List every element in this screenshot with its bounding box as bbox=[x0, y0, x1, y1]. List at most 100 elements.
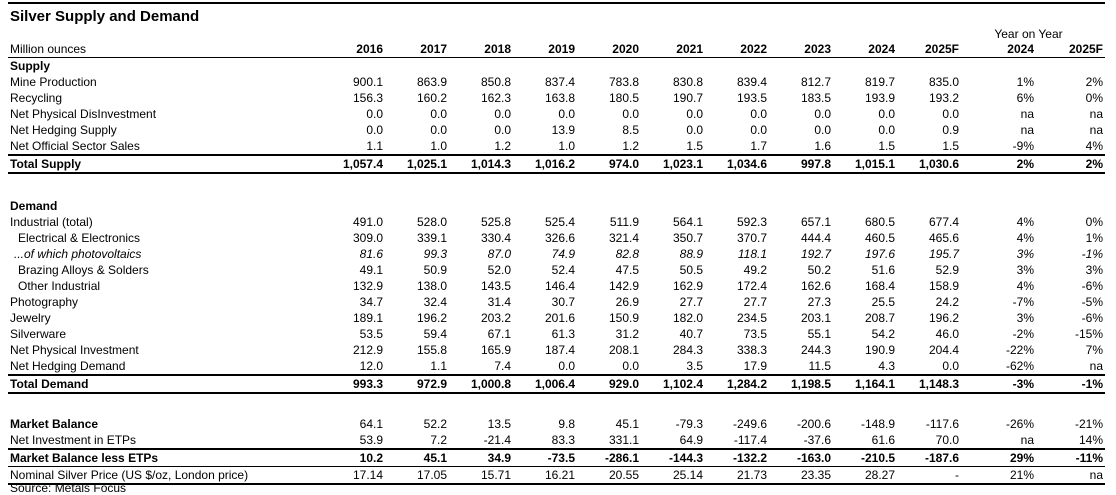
yoy-value-cell: 2% bbox=[1085, 75, 1104, 89]
value-cell: 195.7 bbox=[928, 247, 959, 261]
value-cell: 17.9 bbox=[743, 359, 767, 373]
value-cell: 326.6 bbox=[544, 231, 575, 245]
value-cell: 142.9 bbox=[608, 279, 639, 293]
value-cell: 53.9 bbox=[359, 433, 383, 447]
value-cell: 67.1 bbox=[487, 327, 511, 341]
value-cell: -148.9 bbox=[860, 417, 895, 431]
row-label: Market Balance less ETPs bbox=[8, 448, 322, 467]
value-cell: 0.0 bbox=[878, 107, 895, 121]
value-cell: 168.4 bbox=[864, 279, 895, 293]
table-row: Market Balance 64.1 52.2 13.5 9.8 45.1 -79.3 -2… bbox=[8, 416, 1105, 432]
year-column-header: 2023 bbox=[770, 42, 834, 58]
value-cell: 82.8 bbox=[615, 247, 639, 261]
value-cell: 51.6 bbox=[871, 263, 895, 277]
yoy-value-cell: -11% bbox=[1036, 448, 1106, 467]
yoy-value-cell: -1% bbox=[1036, 374, 1106, 394]
value-cell: 138.0 bbox=[416, 279, 447, 293]
value-cell: 1,030.6 bbox=[898, 154, 962, 174]
value-cell: 25.5 bbox=[871, 295, 895, 309]
value-cell: 863.9 bbox=[416, 75, 447, 89]
value-cell: 592.3 bbox=[736, 215, 767, 229]
row-label: Net Hedging Supply bbox=[10, 123, 117, 137]
value-cell: 0.0 bbox=[366, 123, 383, 137]
value-cell: 30.7 bbox=[551, 295, 575, 309]
value-cell: 331.1 bbox=[608, 433, 639, 447]
yoy-value-cell: -2% bbox=[1012, 327, 1034, 341]
value-cell: 657.1 bbox=[800, 215, 831, 229]
value-cell: 234.5 bbox=[736, 311, 767, 325]
value-cell: 13.9 bbox=[551, 123, 575, 137]
value-cell: 1.5 bbox=[942, 139, 959, 153]
yoy-value-cell: 0% bbox=[1085, 91, 1104, 105]
value-cell: 64.1 bbox=[359, 417, 383, 431]
value-cell: 203.2 bbox=[480, 311, 511, 325]
year-column-header: 2021 bbox=[642, 42, 706, 58]
value-cell: 146.4 bbox=[544, 279, 575, 293]
year-on-year-label: Year on Year bbox=[994, 27, 1063, 41]
yoy-value-cell: 29% bbox=[962, 448, 1036, 467]
top-rule bbox=[8, 2, 1105, 4]
value-cell: 525.8 bbox=[480, 215, 511, 229]
value-cell: 564.1 bbox=[672, 215, 703, 229]
table-row: Total Demand 993.3 972.9 1,000.8 1,006.4 929.… bbox=[8, 374, 1106, 394]
table-row: Net Physical DisInvestment 0.0 0.0 0.0 0.0 0.… bbox=[8, 106, 1105, 122]
value-cell: 50.9 bbox=[423, 263, 447, 277]
yoy-value-cell: -3% bbox=[962, 374, 1036, 394]
unit-label: Million ounces bbox=[8, 42, 322, 58]
value-cell: 208.1 bbox=[608, 343, 639, 357]
value-cell: 837.4 bbox=[544, 75, 575, 89]
value-cell: 465.6 bbox=[928, 231, 959, 245]
value-cell: 59.4 bbox=[423, 327, 447, 341]
value-cell: 49.2 bbox=[743, 263, 767, 277]
value-cell: 1,023.1 bbox=[642, 154, 706, 174]
value-cell: 0.0 bbox=[366, 107, 383, 121]
row-label: Demand bbox=[10, 199, 58, 213]
value-cell: 974.0 bbox=[578, 154, 642, 174]
value-cell: 7.2 bbox=[430, 433, 447, 447]
value-cell: 511.9 bbox=[609, 215, 639, 229]
value-cell: 31.2 bbox=[615, 327, 639, 341]
yoy-value-cell: 2% bbox=[1036, 154, 1106, 174]
value-cell: 0.0 bbox=[750, 123, 767, 137]
value-cell: 180.5 bbox=[608, 91, 639, 105]
value-cell: 1,284.2 bbox=[706, 374, 770, 394]
row-label: Net Physical DisInvestment bbox=[10, 107, 157, 121]
row-label: Recycling bbox=[10, 91, 63, 105]
yoy-value-cell: 4% bbox=[1016, 215, 1034, 229]
value-cell: 0.0 bbox=[558, 359, 575, 373]
table-row: Total Supply 1,057.4 1,025.1 1,014.3 1,016.2… bbox=[8, 154, 1106, 174]
value-cell: 81.6 bbox=[359, 247, 383, 261]
row-label: Nominal Silver Price (US $/oz, London pr… bbox=[8, 466, 322, 485]
yoy-value-cell: na bbox=[1036, 466, 1106, 485]
yoy-value-cell: -21% bbox=[1075, 417, 1104, 431]
value-cell: 0.9 bbox=[942, 123, 959, 137]
value-cell: 10.2 bbox=[322, 448, 386, 467]
value-cell: 525.4 bbox=[544, 215, 575, 229]
value-cell: 155.8 bbox=[416, 343, 447, 357]
value-cell: 1,000.8 bbox=[450, 374, 514, 394]
value-cell: 850.8 bbox=[480, 75, 511, 89]
value-cell: 165.9 bbox=[480, 343, 511, 357]
yoy-value-cell: 4% bbox=[1085, 139, 1104, 153]
value-cell: 61.3 bbox=[551, 327, 575, 341]
value-cell: 212.9 bbox=[352, 343, 383, 357]
table-row: Net Official Sector Sales 1.1 1.0 1.2 1.0 1.2… bbox=[8, 138, 1105, 155]
year-column-header: 2020 bbox=[578, 42, 642, 58]
value-cell: - bbox=[898, 466, 962, 485]
value-cell: -117.6 bbox=[925, 417, 959, 431]
value-cell: 54.2 bbox=[871, 327, 895, 341]
row-label: Brazing Alloys & Solders bbox=[18, 263, 149, 277]
yoy-value-cell: -15% bbox=[1075, 327, 1104, 341]
value-cell: 1.6 bbox=[814, 139, 831, 153]
value-cell: 244.3 bbox=[800, 343, 831, 357]
yoy-value-cell: 3% bbox=[1085, 263, 1104, 277]
value-cell: 1,025.1 bbox=[386, 154, 450, 174]
year-column-header: 2017 bbox=[386, 42, 450, 58]
value-cell: 52.2 bbox=[423, 417, 447, 431]
value-cell: 52.0 bbox=[487, 263, 511, 277]
year-column-header: 2016 bbox=[322, 42, 386, 58]
value-cell: 17.05 bbox=[386, 466, 450, 485]
value-cell: 7.4 bbox=[494, 359, 511, 373]
row-label: Market Balance bbox=[10, 417, 99, 431]
table-row: Silverware 53.5 59.4 67.1 61.3 31.2 40.7 73.5 55… bbox=[8, 326, 1105, 342]
